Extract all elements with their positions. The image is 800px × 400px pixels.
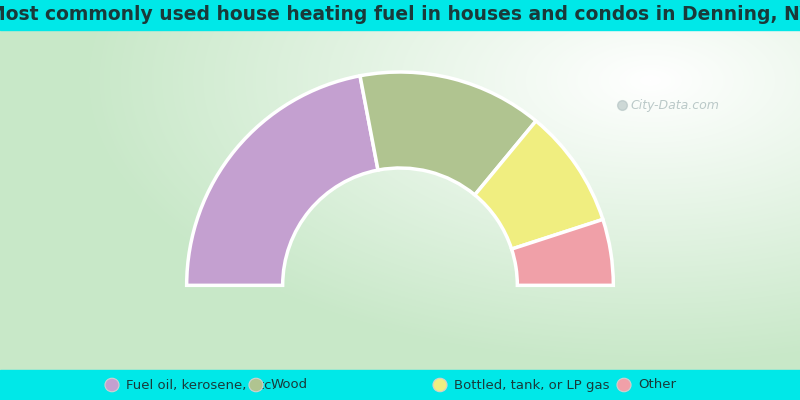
Wedge shape [511, 220, 614, 285]
Text: Wood: Wood [270, 378, 307, 392]
Ellipse shape [249, 378, 263, 392]
Ellipse shape [433, 378, 447, 392]
Wedge shape [360, 72, 536, 195]
Text: Most commonly used house heating fuel in houses and condos in Denning, NY: Most commonly used house heating fuel in… [0, 6, 800, 24]
Ellipse shape [617, 378, 631, 392]
Bar [0, 370, 800, 400]
Wedge shape [474, 121, 603, 249]
Bar [0, 0, 800, 30]
Wedge shape [186, 76, 378, 285]
Text: Fuel oil, kerosene, etc.: Fuel oil, kerosene, etc. [126, 378, 276, 392]
Ellipse shape [105, 378, 119, 392]
Text: Bottled, tank, or LP gas: Bottled, tank, or LP gas [454, 378, 610, 392]
Text: Other: Other [638, 378, 677, 392]
Text: City-Data.com: City-Data.com [630, 98, 719, 112]
